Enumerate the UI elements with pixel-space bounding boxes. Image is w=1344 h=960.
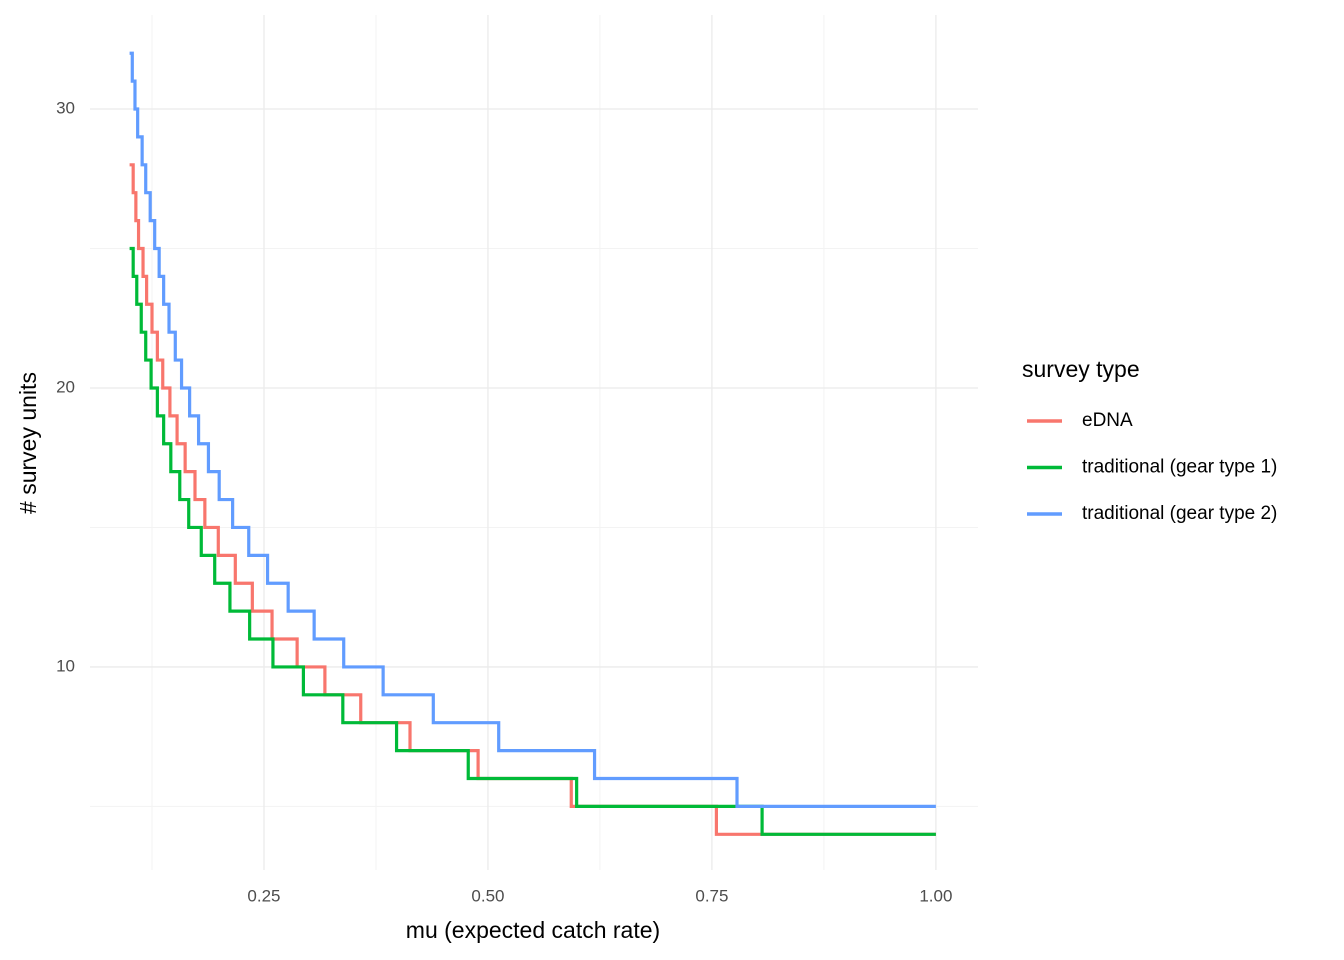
x-tick-label: 0.50 bbox=[471, 886, 504, 905]
series-line bbox=[129, 51, 936, 808]
x-tick-label: 0.75 bbox=[695, 886, 728, 905]
legend-title: survey type bbox=[1022, 356, 1140, 382]
legend-label: eDNA bbox=[1082, 410, 1133, 431]
x-axis-title: mu (expected catch rate) bbox=[406, 917, 660, 943]
series-line bbox=[129, 246, 936, 836]
x-tick-label: 0.25 bbox=[247, 886, 280, 905]
x-tick-label: 1.00 bbox=[919, 886, 952, 905]
y-tick-label: 20 bbox=[56, 377, 75, 396]
y-tick-label: 30 bbox=[56, 98, 75, 117]
legend-label: traditional (gear type 1) bbox=[1082, 457, 1277, 478]
y-tick-label: 10 bbox=[56, 656, 75, 675]
legend-label: traditional (gear type 2) bbox=[1082, 503, 1277, 524]
y-axis-title: # survey units bbox=[15, 372, 41, 514]
series-line bbox=[129, 163, 936, 836]
